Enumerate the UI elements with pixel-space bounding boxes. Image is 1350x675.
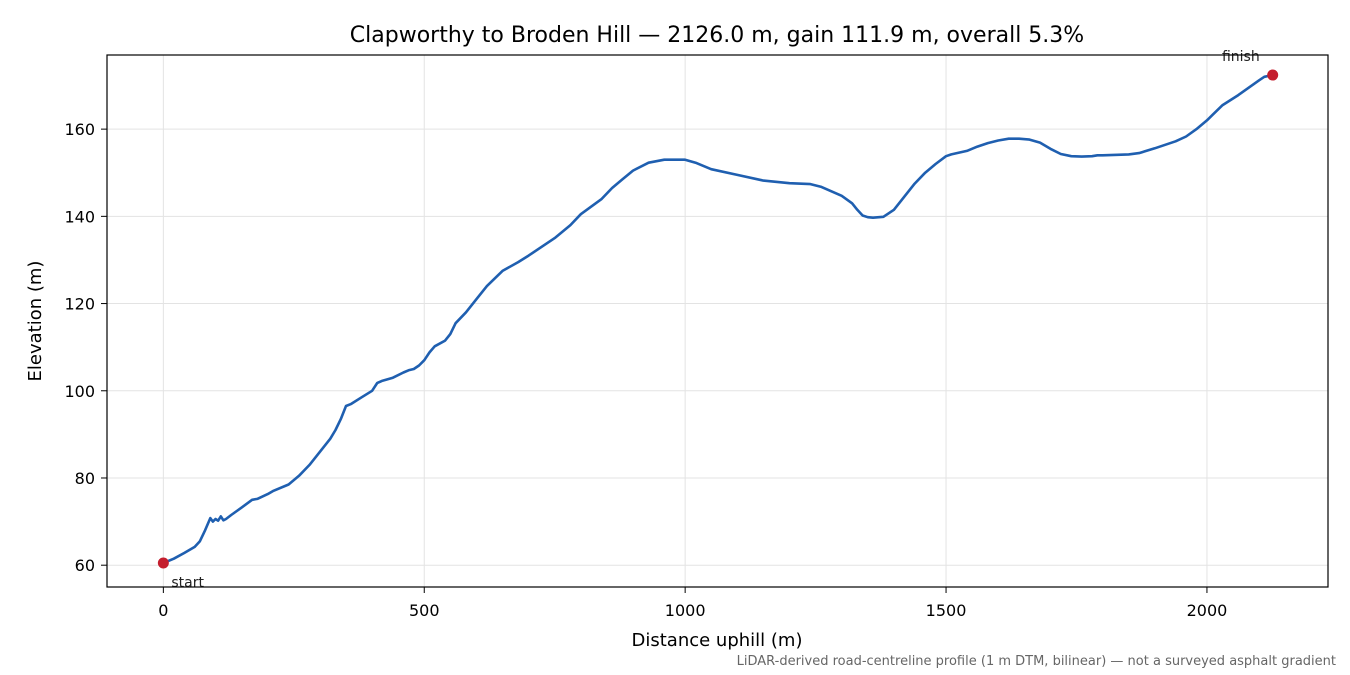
finish-marker (1267, 69, 1279, 81)
x-tick-label: 1000 (665, 601, 706, 620)
y-tick-label: 60 (75, 556, 95, 575)
start-marker (157, 557, 169, 569)
data-source-note: LiDAR-derived road-centreline profile (1… (737, 654, 1336, 669)
start-label: start (171, 575, 204, 591)
x-axis: 0 500 1000 1500 2000 (158, 587, 1227, 620)
grid-lines (107, 55, 1328, 587)
elevation-line (162, 73, 1274, 565)
plot-area: start finish (157, 49, 1279, 591)
y-axis-label: Elevation (m) (25, 261, 46, 382)
finish-label: finish (1222, 49, 1260, 65)
x-tick-label: 500 (409, 601, 440, 620)
y-tick-label: 100 (64, 382, 95, 401)
x-tick-label: 2000 (1187, 601, 1228, 620)
y-tick-label: 120 (64, 295, 95, 314)
x-tick-label: 0 (158, 601, 168, 620)
chart-title: Clapworthy to Broden Hill — 2126.0 m, ga… (350, 23, 1084, 48)
y-axis: 60 80 100 120 140 160 (64, 120, 107, 575)
y-tick-label: 140 (64, 207, 95, 226)
y-tick-label: 80 (75, 469, 95, 488)
x-tick-label: 1500 (926, 601, 967, 620)
x-axis-label: Distance uphill (m) (632, 630, 803, 651)
plot-frame (106, 54, 1329, 588)
y-tick-label: 160 (64, 120, 95, 139)
